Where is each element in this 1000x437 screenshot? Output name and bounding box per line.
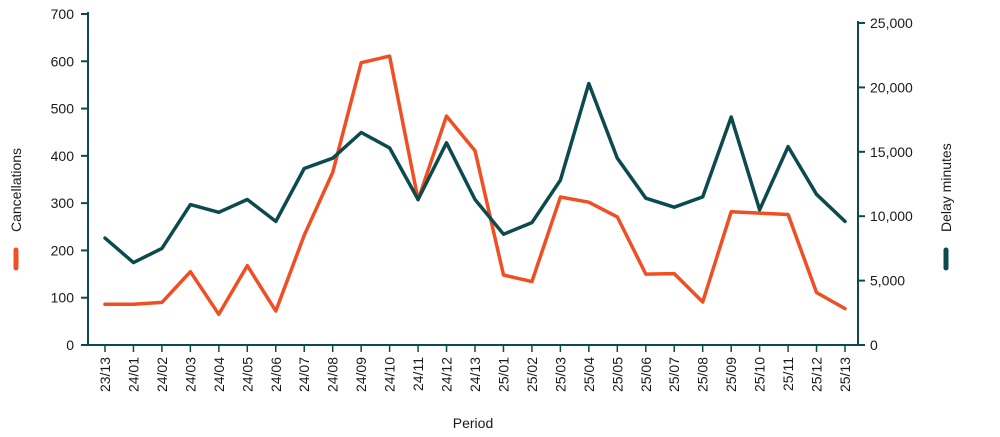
x-tick-label: 24/09 (353, 357, 369, 392)
x-tick-label: 24/10 (382, 357, 398, 392)
right-tick-label: 5,000 (870, 273, 905, 289)
x-tick-label: 24/05 (239, 357, 255, 392)
left-tick-label: 700 (51, 6, 75, 22)
right-axis-title: Delay minutes (938, 143, 954, 232)
series-layer (103, 54, 847, 317)
left-tick-label: 600 (51, 53, 75, 69)
x-tick-label: 25/11 (780, 357, 796, 391)
right-axis-title-group: Delay minutes (938, 143, 954, 271)
x-tick-label: 25/03 (552, 357, 568, 392)
x-tick-label: 24/08 (325, 357, 341, 392)
right-tick-label: 0 (870, 337, 878, 353)
x-tick-label: 24/03 (182, 357, 198, 392)
x-tick-label: 25/10 (752, 357, 768, 392)
x-tick-label: 24/07 (296, 357, 312, 392)
x-tick-label: 25/05 (609, 357, 625, 392)
x-tick-label: 24/12 (439, 357, 455, 392)
x-tick-label: 25/08 (695, 357, 711, 392)
x-tick-label: 25/13 (837, 357, 853, 392)
x-tick-label: 25/04 (581, 357, 597, 392)
x-axis-title: Period (453, 415, 493, 431)
right-tick-label: 10,000 (870, 208, 913, 224)
x-tick-label: 24/02 (154, 357, 170, 392)
left-axis-title-group: Cancellations (8, 148, 24, 271)
left-tick-label: 200 (51, 242, 75, 258)
x-tick-label: 23/13 (97, 357, 113, 392)
x-tick-label: 24/06 (268, 357, 284, 392)
left-tick-label: 500 (51, 101, 75, 117)
x-tick-label: 25/09 (723, 357, 739, 392)
left-tick-label: 300 (51, 195, 75, 211)
x-tick-label: 24/11 (410, 357, 426, 391)
x-tick-label: 24/01 (125, 357, 141, 392)
left-y-axis: 0 100 200 300 400 500 600 700 (51, 6, 89, 353)
x-axis: 23/13 24/01 24/02 24/03 24/04 24/05 24/06 24/07… (88, 344, 858, 392)
right-tick-label: 25,000 (870, 15, 913, 31)
left-tick-label: 100 (51, 290, 75, 306)
x-tick-label: 25/06 (638, 357, 654, 392)
right-tick-label: 15,000 (870, 144, 913, 160)
right-tick-label: 20,000 (870, 79, 913, 95)
left-tick-label: 0 (66, 337, 74, 353)
x-tick-label: 25/12 (809, 357, 825, 392)
x-tick-label: 24/13 (467, 357, 483, 392)
x-tick-label: 24/04 (211, 357, 227, 392)
x-tick-label: 25/07 (666, 357, 682, 392)
delay-minutes-line (103, 81, 847, 265)
left-tick-label: 400 (51, 148, 75, 164)
x-tick-label: 25/02 (524, 357, 540, 392)
cancellations-line (103, 54, 847, 317)
left-axis-title: Cancellations (8, 148, 24, 232)
right-y-axis: 0 5,000 10,000 15,000 20,000 25,000 (857, 15, 913, 353)
x-tick-label: 25/01 (495, 357, 511, 392)
